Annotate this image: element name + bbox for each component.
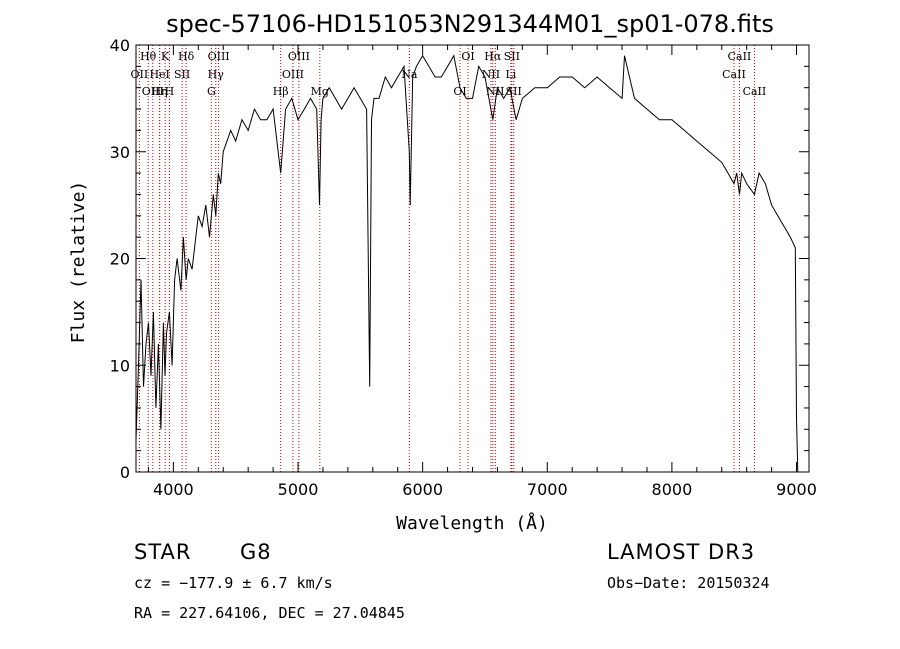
x-tick-label-4: 8000	[652, 480, 693, 499]
emission-line-label-16: Na	[401, 68, 418, 81]
emission-line-markers	[138, 45, 755, 472]
emission-line-label-25: CaII	[722, 68, 746, 81]
emission-line-label-13: OIII	[282, 68, 304, 81]
ra-dec-coordinates: RA = 227.64106, DEC = 27.04845	[134, 604, 405, 622]
emission-line-label-6: H	[165, 85, 175, 98]
emission-line-label-23: SII	[504, 50, 520, 63]
emission-line-label-10: Hγ	[208, 68, 225, 81]
x-axis-label: Wavelength (Å)	[396, 512, 548, 534]
emission-line-label-5: K	[161, 50, 170, 63]
y-tick-label-1: 10	[110, 356, 130, 375]
emission-line-labels: OIIHθOIIIHηHeIKHSIIHδGHγOIIIHβOIIIOIIIMg…	[131, 50, 767, 98]
emission-line-label-27: CaII	[743, 85, 767, 98]
emission-line-label-15: Mg	[311, 85, 329, 98]
emission-line-label-17: OI	[453, 85, 466, 98]
y-tick-label-2: 20	[110, 250, 130, 269]
x-tick-label-3: 7000	[527, 480, 568, 499]
redshift-value: cz = −177.9 ± 6.7 km/s	[134, 574, 333, 592]
emission-line-label-8: Hδ	[178, 50, 195, 63]
emission-line-label-26: CaII	[728, 50, 752, 63]
x-tick-label-5: 9000	[776, 480, 817, 499]
object-subclass: G8	[240, 540, 272, 564]
emission-line-label-9: G	[207, 85, 216, 98]
emission-line-label-11: OIII	[208, 50, 230, 63]
object-class: STAR	[134, 540, 192, 564]
emission-line-label-4: HeI	[149, 68, 169, 81]
axis-ticks: 4000 5000 6000 7000 8000 9000 0 10 20 30 40	[110, 36, 817, 499]
emission-line-label-19: NII	[482, 68, 500, 81]
survey-name: LAMOST DR3	[607, 540, 756, 564]
y-axis-label: Flux (relative)	[68, 181, 89, 344]
emission-line-label-2: OIII	[142, 85, 164, 98]
x-tick-label-1: 5000	[278, 480, 319, 499]
emission-line-label-3: Hη	[151, 85, 167, 98]
chart-title: spec-57106-HD151053N291344M01_sp01-078.f…	[166, 10, 774, 38]
emission-line-label-21: NII	[486, 85, 504, 98]
emission-line-label-20: Hα	[484, 50, 502, 63]
emission-line-label-14: OIII	[288, 50, 310, 63]
emission-line-label-18: OI	[461, 50, 474, 63]
emission-line-label-0: OII	[131, 68, 149, 81]
y-tick-label-0: 0	[120, 463, 130, 482]
x-tick-label-2: 6000	[402, 480, 443, 499]
y-tick-label-3: 30	[110, 143, 130, 162]
emission-line-label-22: Li	[505, 68, 516, 81]
observation-date: Obs−Date: 20150324	[607, 574, 770, 592]
y-tick-label-4: 40	[110, 36, 130, 55]
x-tick-label-0: 4000	[153, 480, 194, 499]
emission-line-label-1: Hθ	[140, 50, 157, 63]
emission-line-label-12: Hβ	[273, 85, 289, 98]
spectrum-series-line	[135, 54, 799, 473]
plot-frame	[135, 44, 810, 473]
emission-line-label-7: SII	[174, 68, 190, 81]
